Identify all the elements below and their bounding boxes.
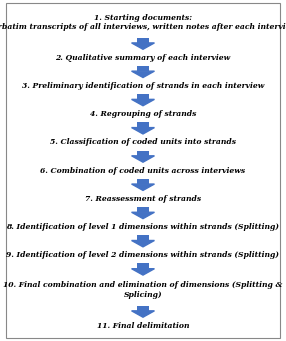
Text: 4. Regrouping of strands: 4. Regrouping of strands xyxy=(90,110,196,118)
FancyBboxPatch shape xyxy=(137,151,149,156)
Text: 9. Identification of level 2 dimensions within strands (Splitting): 9. Identification of level 2 dimensions … xyxy=(7,251,279,259)
FancyBboxPatch shape xyxy=(137,38,149,43)
FancyBboxPatch shape xyxy=(137,207,149,212)
Text: 1. Starting documents:
Verbatim transcripts of all interviews, written notes aft: 1. Starting documents: Verbatim transcri… xyxy=(0,14,286,31)
Text: 11. Final delimitation: 11. Final delimitation xyxy=(97,322,189,329)
Text: 7. Reassessment of strands: 7. Reassessment of strands xyxy=(85,195,201,203)
Polygon shape xyxy=(132,184,154,190)
Polygon shape xyxy=(132,156,154,162)
FancyBboxPatch shape xyxy=(137,122,149,128)
FancyBboxPatch shape xyxy=(137,179,149,184)
FancyBboxPatch shape xyxy=(137,306,149,311)
Text: 5. Classification of coded units into strands: 5. Classification of coded units into st… xyxy=(50,138,236,146)
Polygon shape xyxy=(132,212,154,219)
Polygon shape xyxy=(132,71,154,77)
FancyBboxPatch shape xyxy=(137,66,149,71)
FancyBboxPatch shape xyxy=(6,3,280,338)
Polygon shape xyxy=(132,269,154,275)
Text: 10. Final combination and elimination of dimensions (Splitting &
Splicing): 10. Final combination and elimination of… xyxy=(3,281,283,299)
Polygon shape xyxy=(132,128,154,134)
FancyBboxPatch shape xyxy=(137,235,149,240)
Text: 2. Qualitative summary of each interview: 2. Qualitative summary of each interview xyxy=(55,54,231,62)
Text: 6. Combination of coded units across interviews: 6. Combination of coded units across int… xyxy=(40,166,246,175)
Text: 3. Preliminary identification of strands in each interview: 3. Preliminary identification of strands… xyxy=(22,82,264,90)
Polygon shape xyxy=(132,240,154,247)
FancyBboxPatch shape xyxy=(137,264,149,269)
Polygon shape xyxy=(132,99,154,106)
Polygon shape xyxy=(132,311,154,317)
Polygon shape xyxy=(132,43,154,49)
FancyBboxPatch shape xyxy=(137,94,149,99)
Text: 8. Identification of level 1 dimensions within strands (Splitting): 8. Identification of level 1 dimensions … xyxy=(7,223,279,231)
